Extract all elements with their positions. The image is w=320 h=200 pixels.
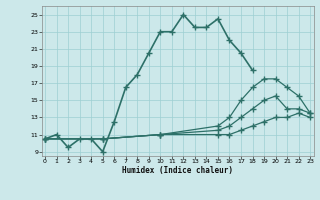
X-axis label: Humidex (Indice chaleur): Humidex (Indice chaleur) bbox=[122, 166, 233, 175]
